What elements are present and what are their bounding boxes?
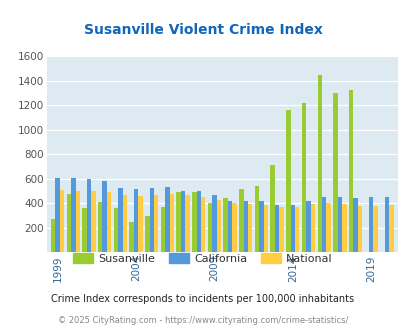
Bar [113,208,118,252]
Bar [216,200,221,252]
Bar [165,187,169,252]
Bar [107,192,111,252]
Bar [180,191,185,252]
Bar [326,203,330,252]
Text: Crime Index corresponds to incidents per 100,000 inhabitants: Crime Index corresponds to incidents per… [51,294,354,304]
Bar [118,188,122,252]
Bar [239,189,243,252]
Bar [71,178,75,252]
Bar [348,90,352,252]
Bar [388,205,392,252]
Bar [192,192,196,252]
Bar [357,207,361,252]
Bar [149,188,153,252]
Bar [243,201,247,252]
Bar [122,195,127,252]
Bar [384,197,388,252]
Bar [196,191,200,252]
Bar [129,222,134,252]
Bar [321,197,326,252]
Bar [317,75,321,252]
Bar [169,194,174,252]
Bar [294,207,299,252]
Bar [66,193,71,252]
Bar [263,205,267,252]
Bar [138,196,143,252]
Bar [279,207,283,252]
Bar [207,203,212,252]
Bar [55,178,60,252]
Bar [91,191,96,252]
Bar [274,205,279,252]
Bar [153,195,158,252]
Bar [200,197,205,252]
Bar [310,204,314,252]
Bar [160,207,165,252]
Bar [373,206,377,252]
Bar [341,204,346,252]
Bar [270,165,274,252]
Bar [185,195,189,252]
Bar [301,103,305,252]
Bar [286,110,290,252]
Bar [134,189,138,252]
Bar [223,198,227,252]
Text: Susanville Violent Crime Index: Susanville Violent Crime Index [83,23,322,37]
Bar [352,198,357,252]
Bar [368,197,373,252]
Bar [333,93,337,252]
Bar [290,205,294,252]
Legend: Susanville, California, National: Susanville, California, National [68,249,337,268]
Bar [212,195,216,252]
Bar [87,179,91,252]
Bar [227,201,232,252]
Bar [259,201,263,252]
Bar [82,208,87,252]
Bar [247,204,252,252]
Bar [102,181,107,252]
Bar [176,192,180,252]
Bar [75,191,80,252]
Text: © 2025 CityRating.com - https://www.cityrating.com/crime-statistics/: © 2025 CityRating.com - https://www.city… [58,315,347,325]
Bar [254,186,259,252]
Bar [51,219,55,252]
Bar [337,197,341,252]
Bar [145,215,149,252]
Bar [305,201,310,252]
Bar [60,190,64,252]
Bar [98,202,102,252]
Bar [232,203,236,252]
